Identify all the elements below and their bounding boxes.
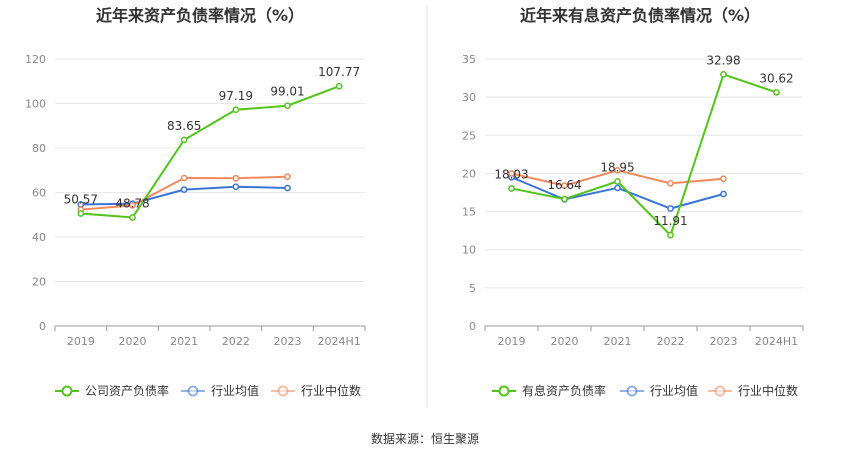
y-tick-label: 30 — [462, 91, 476, 104]
data-point[interactable] — [720, 71, 727, 78]
data-point[interactable] — [561, 195, 568, 203]
legend-marker — [498, 385, 510, 397]
y-tick-label: 35 — [462, 53, 476, 66]
data-point[interactable] — [561, 182, 568, 189]
data-point[interactable] — [667, 231, 674, 239]
data-label: 18.03 — [494, 167, 528, 181]
x-tick-label: 2023 — [274, 335, 302, 348]
y-tick-label: 20 — [32, 276, 46, 289]
chart-title: 近年来资产负债率情况（%） — [96, 6, 304, 25]
chart-title: 近年来有息资产负债率情况（%） — [520, 6, 760, 25]
legend-marker — [626, 385, 638, 397]
y-tick-label: 10 — [462, 244, 476, 257]
data-point[interactable] — [720, 190, 727, 198]
y-tick-label: 20 — [462, 167, 476, 180]
data-point[interactable] — [614, 184, 621, 192]
legend-item[interactable]: 行业中位数 — [738, 383, 798, 398]
y-tick-label: 120 — [25, 53, 46, 66]
data-point[interactable] — [667, 205, 674, 212]
x-tick-label: 2024H1 — [755, 335, 798, 348]
series-line — [511, 73, 777, 238]
y-tick-label: 0 — [39, 320, 46, 333]
data-label: 32.98 — [706, 53, 740, 67]
data-point[interactable] — [180, 136, 188, 144]
data-label: 48.78 — [115, 196, 149, 210]
x-tick-label: 2020 — [119, 335, 147, 348]
data-point[interactable] — [773, 89, 780, 96]
data-point[interactable] — [508, 170, 515, 177]
data-label: 97.19 — [219, 89, 253, 103]
legend-marker — [277, 385, 289, 397]
y-tick-label: 25 — [462, 129, 476, 142]
x-tick-label: 2020 — [551, 335, 579, 348]
data-point[interactable] — [508, 185, 515, 192]
legend-item[interactable]: 行业均值 — [211, 383, 259, 398]
legend-item[interactable]: 行业均值 — [650, 383, 698, 398]
x-tick-label: 2021 — [604, 335, 632, 348]
data-point[interactable] — [284, 102, 291, 110]
legend-marker — [714, 385, 726, 397]
data-label: 18.95 — [600, 160, 634, 174]
data-point[interactable] — [129, 214, 136, 221]
x-tick-label: 2019 — [67, 335, 95, 348]
data-label: 30.62 — [759, 71, 793, 85]
data-label: 83.65 — [167, 119, 201, 133]
data-point[interactable] — [232, 183, 240, 191]
legend-item[interactable]: 行业中位数 — [301, 383, 361, 398]
interest-debt-ratio-chart: 近年来有息资产负债率情况（%） 0 5 10 15 20 25 30 35 2019 2020 20… — [462, 6, 804, 398]
data-point[interactable] — [129, 202, 136, 209]
legend-marker — [187, 385, 199, 397]
y-tick-label: 80 — [32, 142, 46, 155]
x-tick-label: 2024H1 — [318, 335, 361, 348]
y-tick-label: 60 — [32, 187, 46, 200]
x-tick-label: 2021 — [170, 335, 198, 348]
legend-item[interactable]: 公司资产负债率 — [85, 383, 169, 398]
data-point[interactable] — [180, 174, 188, 182]
data-point[interactable] — [614, 167, 621, 174]
debt-ratio-chart: 近年来资产负债率情况（%） 0 20 40 60 80 100 120 2019 2020 202… — [25, 6, 366, 398]
data-point[interactable] — [667, 179, 674, 187]
y-tick-label: 100 — [25, 98, 46, 111]
data-point[interactable] — [284, 173, 291, 181]
x-tick-label: 2023 — [710, 335, 738, 348]
legend-marker — [61, 385, 73, 397]
x-tick-label: 2022 — [222, 335, 250, 348]
y-tick-label: 40 — [32, 231, 46, 244]
data-point[interactable] — [720, 175, 727, 183]
data-point[interactable] — [232, 106, 240, 114]
x-tick-label: 2019 — [498, 335, 526, 348]
legend-item[interactable]: 有息资产负债率 — [522, 383, 606, 398]
data-source-note: 数据来源：恒生聚源 — [371, 431, 479, 446]
y-tick-label: 0 — [469, 320, 476, 333]
data-label: 11.91 — [653, 214, 687, 228]
data-point[interactable] — [77, 210, 85, 217]
data-point[interactable] — [180, 186, 188, 193]
data-label: 16.64 — [547, 178, 581, 192]
y-tick-label: 15 — [462, 206, 476, 219]
data-label: 107.77 — [318, 65, 360, 79]
series-line — [80, 85, 340, 219]
x-tick-label: 2022 — [657, 335, 685, 348]
data-label: 50.57 — [64, 192, 98, 206]
data-label: 99.01 — [270, 85, 304, 99]
data-point[interactable] — [335, 82, 343, 90]
data-point[interactable] — [232, 174, 240, 182]
y-tick-label: 5 — [469, 282, 476, 295]
data-point[interactable] — [284, 184, 291, 192]
data-point[interactable] — [614, 178, 621, 185]
